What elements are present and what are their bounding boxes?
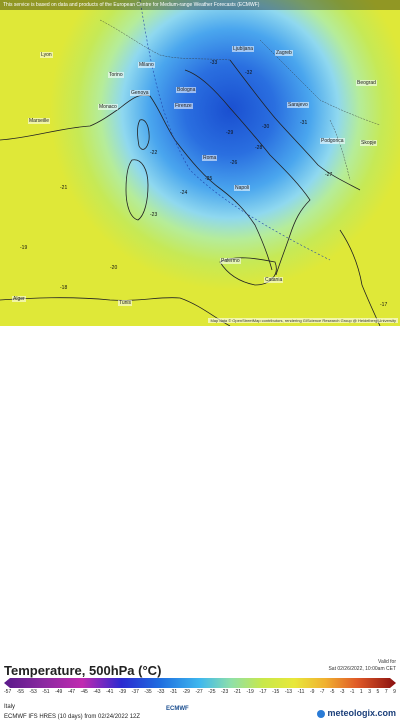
contour-label: -21 — [60, 185, 68, 191]
scale-tick: -23 — [221, 689, 229, 695]
region-name: Italy — [4, 704, 16, 710]
map-attribution: Map data © OpenStreetMap contributors, r… — [208, 318, 398, 323]
contour-label: -25 — [205, 176, 213, 182]
scale-tick: -55 — [16, 689, 24, 695]
valid-label: Valid for — [378, 659, 396, 665]
city-label: Catania — [264, 277, 284, 283]
scale-tick: -37 — [131, 689, 139, 695]
city-label: Bologna — [176, 87, 197, 93]
scale-tick: -11 — [297, 689, 305, 695]
borders — [99, 19, 381, 181]
legend-footer: Temperature, 500hPa (°C) Valid for Sat 0… — [0, 326, 400, 720]
contour-label: -17 — [380, 302, 388, 308]
scale-tick: 7 — [384, 689, 388, 695]
city-label: Napoli — [234, 185, 251, 191]
city-label: Monaco — [98, 104, 118, 110]
brand-name: meteologix.com — [327, 708, 396, 718]
temperature-field — [0, 0, 400, 326]
contour-label: -31 — [300, 120, 308, 126]
scale-tick: -1 — [349, 689, 355, 695]
scale-tick: -45 — [80, 689, 88, 695]
scale-tick: -35 — [144, 689, 152, 695]
scale-tick: -29 — [182, 689, 190, 695]
contour-label: -29 — [226, 130, 234, 136]
model-run: ECMWF IFS HRES (10 days) from 02/24/2022… — [4, 714, 141, 720]
city-label: Podgorica — [320, 138, 345, 144]
contour-label: -20 — [110, 265, 118, 271]
city-label: Genova — [130, 90, 150, 96]
scale-tick: 5 — [376, 689, 380, 695]
city-label: Roma — [202, 155, 218, 161]
city-label: Skopje — [360, 140, 378, 146]
contour-label: -23 — [150, 212, 158, 218]
scale-tick: -43 — [93, 689, 101, 695]
contour-label: -32 — [245, 70, 253, 76]
scale-tick: -25 — [208, 689, 216, 695]
city-label: Palermo — [220, 258, 241, 264]
scale-tick: -21 — [233, 689, 242, 695]
scale-tick: -41 — [106, 689, 114, 695]
city-label: Firenze — [174, 103, 193, 109]
contour-label: -24 — [180, 190, 188, 196]
scale-tick: -51 — [42, 689, 50, 695]
meteologix-logo[interactable]: meteologix.com — [317, 708, 396, 718]
city-label: Milano — [138, 62, 155, 68]
contour-label: -26 — [230, 160, 238, 166]
city-label: Beograd — [356, 80, 377, 86]
city-label: Zagreb — [275, 50, 293, 56]
city-label: Tunis — [118, 300, 133, 306]
contour-label: -19 — [20, 245, 28, 251]
data-source-banner: This service is based on data and produc… — [0, 0, 400, 10]
scale-tick: 9 — [393, 689, 396, 695]
contour-label: -27 — [325, 172, 333, 178]
ecmwf-logo: ECMWF — [166, 706, 189, 712]
weather-map[interactable]: This service is based on data and produc… — [0, 0, 400, 326]
scale-tick: -33 — [157, 689, 165, 695]
contour-label: -22 — [150, 150, 158, 156]
scale-tick: -39 — [118, 689, 127, 695]
scale-tick: -19 — [246, 689, 254, 695]
scale-ticks: -57 -55 -53 -51 -49 -47 -45 -43 -41 -39 -37 -35 -33-… — [4, 689, 396, 696]
globe-icon — [317, 709, 326, 718]
contour-label: -28 — [255, 145, 263, 151]
scale-tick: -9 — [310, 689, 315, 695]
isotherm-dashed — [139, 0, 331, 261]
scale-tick: -47 — [67, 689, 76, 695]
city-label: Sarajevo — [287, 102, 309, 108]
city-label: Marseille — [28, 118, 51, 124]
scale-tick: -17 — [259, 689, 267, 695]
scale-tick: -7 — [319, 689, 325, 695]
map-title: Temperature, 500hPa (°C) — [4, 663, 162, 678]
scale-tick: -13 — [284, 689, 293, 695]
contour-label: -30 — [262, 124, 270, 130]
scale-tick: -31 — [169, 689, 178, 695]
contour-label: -18 — [60, 285, 68, 291]
scale-tick: 3 — [368, 689, 372, 695]
scale-tick: -3 — [339, 689, 345, 695]
scale-tick: -57 — [4, 689, 12, 695]
city-label: Torino — [108, 72, 124, 78]
city-label: Alger — [12, 296, 26, 302]
scale-tick: 1 — [359, 689, 363, 695]
scale-tick: -27 — [195, 689, 203, 695]
city-label: Ljubljana — [232, 46, 255, 52]
scale-tick: -5 — [329, 689, 335, 695]
valid-time: Valid for Sat 02/26/2022, 10:00am CET — [328, 659, 396, 673]
contour-label: -33 — [210, 60, 218, 66]
scale-tick: -49 — [55, 689, 63, 695]
color-scale-bar — [4, 678, 396, 688]
scale-tick: -53 — [29, 689, 37, 695]
scale-tick: -15 — [272, 689, 280, 695]
city-label: Lyon — [40, 52, 53, 58]
valid-datetime: Sat 02/26/2022, 10:00am CET — [328, 666, 396, 672]
